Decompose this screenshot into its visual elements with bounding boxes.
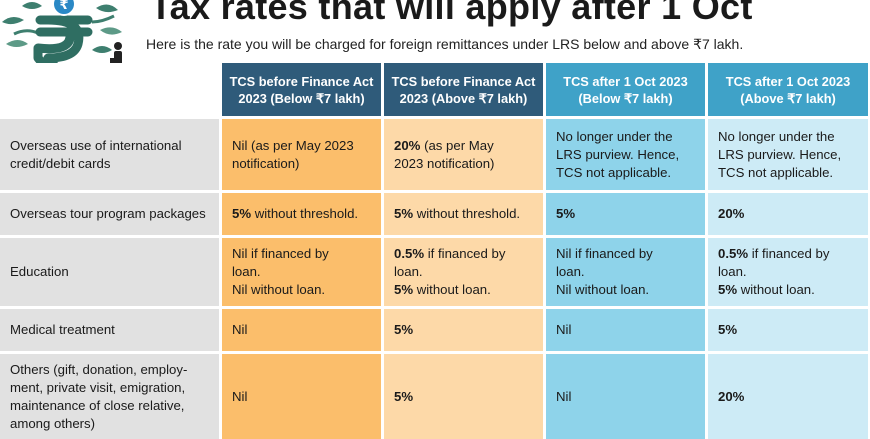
rate-value: 5%	[232, 206, 252, 221]
rate-text: loan.	[556, 264, 585, 279]
rate-value: 5%	[718, 322, 738, 337]
rate-text: TCS not applicable.	[556, 164, 672, 180]
rate-text: notification)	[232, 155, 300, 171]
row-label-line: maintenance of close relative,	[10, 397, 185, 413]
rate-cell: 5%	[708, 309, 868, 351]
tree-foliage-icon	[2, 2, 122, 53]
row-label-line: Overseas tour program packages	[10, 206, 206, 221]
rate-value: 20%	[718, 388, 745, 404]
row-label-line: Others (gift, donation, employ-	[10, 361, 188, 377]
rate-text: if financed by	[424, 246, 506, 261]
rate-text: without threshold.	[413, 206, 521, 221]
rate-cell: 20%	[708, 193, 868, 235]
rate-text: loan.	[394, 264, 423, 279]
rate-cell: Nil	[546, 354, 705, 439]
rate-value: 5%	[394, 282, 414, 297]
rate-text: Nil	[232, 388, 248, 404]
rate-text: Nil	[556, 322, 572, 337]
column-header-line: TCS before Finance Act	[391, 73, 536, 89]
rate-text: Nil	[556, 388, 572, 404]
rate-text: without threshold.	[251, 206, 359, 221]
rate-cell: 0.5% if financed by loan. 5% without loa…	[708, 238, 868, 306]
page-subtitle: Here is the rate you will be charged for…	[146, 36, 744, 52]
column-header-before-above: TCS before Finance Act 2023 (Above ₹7 la…	[384, 63, 543, 116]
page-title: Tax rates that will apply after 1 Oct	[150, 0, 753, 27]
rate-cell: 5%	[384, 354, 543, 439]
column-header-line: 2023 (Below ₹7 lakh)	[238, 90, 365, 106]
row-label-line: Education	[10, 264, 69, 279]
row-label-medical: Medical treatment	[0, 309, 219, 351]
column-header-line: TCS after 1 Oct 2023	[563, 73, 688, 89]
column-header-after-above: TCS after 1 Oct 2023 (Above ₹7 lakh)	[708, 63, 868, 116]
rate-text: Nil if financed by	[556, 246, 653, 261]
rupee-trunk-icon	[33, 15, 93, 101]
rate-value: 5%	[394, 388, 414, 404]
column-header-line: TCS after 1 Oct 2023	[725, 73, 851, 89]
rate-text: Nil (as per May 2023	[232, 137, 354, 153]
rate-text: without loan.	[737, 282, 815, 297]
rate-text: if financed by	[748, 246, 830, 261]
rate-value: 5%	[394, 322, 414, 337]
rate-value: 20%	[718, 206, 745, 221]
rate-cell: 20% (as per May 2023 notification)	[384, 119, 543, 190]
row-label-tour-packages: Overseas tour program packages	[0, 193, 219, 235]
rate-text: Nil without loan.	[556, 282, 650, 297]
rate-text: LRS purview. Hence,	[556, 146, 680, 162]
rate-cell: Nil if financed by loan. Nil without loa…	[546, 238, 705, 306]
rate-cell: 5%	[384, 309, 543, 351]
rate-text: Nil without loan.	[232, 282, 326, 297]
column-header-before-below: TCS before Finance Act 2023 (Below ₹7 la…	[222, 63, 381, 116]
rate-value: 5%	[556, 206, 576, 221]
rate-value: 0.5%	[718, 246, 749, 261]
rate-text: TCS not applicable.	[718, 164, 834, 180]
row-label-line: Overseas use of international	[10, 137, 182, 153]
column-header-line: (Above ₹7 lakh)	[740, 90, 836, 106]
column-header-line: 2023 (Above ₹7 lakh)	[399, 90, 528, 106]
rate-cell: Nil	[222, 354, 381, 439]
rate-cell: 5% without threshold.	[222, 193, 381, 235]
row-label-line: ment, private visit, emigration,	[10, 379, 186, 395]
rate-cell: Nil	[546, 309, 705, 351]
svg-text:₹: ₹	[59, 0, 68, 13]
rate-text: without loan.	[413, 282, 491, 297]
header-corner	[0, 63, 219, 116]
rate-cell: Nil	[222, 309, 381, 351]
rate-text: LRS purview. Hence,	[718, 146, 842, 162]
column-header-line: (Below ₹7 lakh)	[578, 90, 673, 106]
rate-text: No longer under the	[556, 128, 673, 144]
rate-value: 5%	[394, 206, 414, 221]
row-label-education: Education	[0, 238, 219, 306]
rate-text: No longer under the	[718, 128, 835, 144]
column-header-after-below: TCS after 1 Oct 2023 (Below ₹7 lakh)	[546, 63, 705, 116]
rate-text: Nil	[232, 322, 248, 337]
row-label-cards: Overseas use of international credit/deb…	[0, 119, 219, 190]
rate-cell: 0.5% if financed by loan. 5% without loa…	[384, 238, 543, 306]
row-label-line: Medical treatment	[10, 322, 115, 337]
rate-cell: 20%	[708, 354, 868, 439]
rate-text: loan.	[718, 264, 747, 279]
rate-cell: 5% without threshold.	[384, 193, 543, 235]
row-label-line: among others)	[10, 415, 96, 431]
rate-value: 20%	[394, 137, 421, 153]
rate-text: Nil if financed by	[232, 246, 329, 261]
row-label-others: Others (gift, donation, employ- ment, pr…	[0, 354, 219, 439]
rate-text: loan.	[232, 264, 261, 279]
tcs-rates-table: TCS before Finance Act 2023 (Below ₹7 la…	[0, 63, 868, 439]
rate-cell: Nil if financed by loan. Nil without loa…	[222, 238, 381, 306]
rate-text: 2023 notification)	[394, 155, 495, 171]
rupee-coin-icon: ₹	[52, 0, 76, 16]
column-header-line: TCS before Finance Act	[229, 73, 374, 89]
rate-cell: 5%	[546, 193, 705, 235]
rate-text: (as per May	[420, 137, 494, 153]
rate-cell: Nil (as per May 2023 notification)	[222, 119, 381, 190]
rate-value: 0.5%	[394, 246, 425, 261]
rate-cell: No longer under the LRS purview. Hence, …	[546, 119, 705, 190]
rate-value: 5%	[718, 282, 738, 297]
row-label-line: credit/debit cards	[10, 155, 111, 171]
rate-cell: No longer under the LRS purview. Hence, …	[708, 119, 868, 190]
